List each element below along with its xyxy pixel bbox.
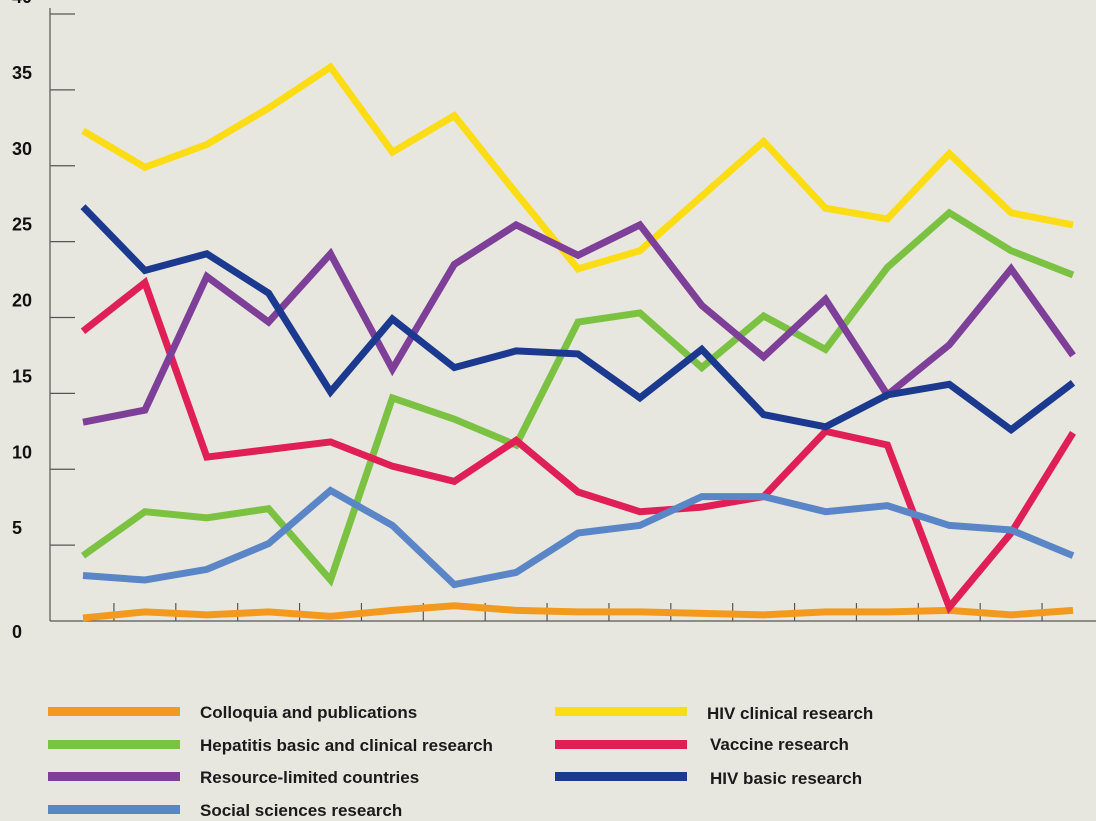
legend-label-7: Social sciences research: [200, 801, 402, 820]
y-tick-label: 35: [12, 63, 32, 83]
y-tick-label: 15: [12, 366, 32, 386]
series-line-5: [82, 220, 1076, 426]
y-tick-label: 20: [12, 291, 32, 311]
legend-swatch-3: [48, 740, 180, 749]
series-line-4: [80, 276, 1076, 615]
series-line-2: [81, 62, 1074, 273]
axes: 0 5 10 15 20 25 30 35 40: [12, 0, 1096, 642]
series-line-3: [80, 208, 1075, 587]
y-tick-label: 40: [12, 0, 32, 7]
legend-label-2: HIV clinical research: [707, 704, 873, 723]
series-layer: [80, 62, 1076, 622]
legend-label-5: Resource-limited countries: [200, 768, 419, 787]
legend-swatch-4: [555, 740, 687, 749]
legend-swatch-2: [555, 707, 687, 716]
legend-swatch-1: [48, 707, 180, 716]
legend: Colloquia and publications HIV clinical r…: [48, 703, 873, 820]
y-tick-label: 30: [12, 139, 32, 159]
series-line-6: [80, 204, 1076, 435]
y-tick-label: 5: [12, 518, 22, 538]
legend-label-3: Hepatitis basic and clinical research: [200, 736, 493, 755]
legend-swatch-5: [48, 772, 180, 781]
legend-label-6: HIV basic research: [710, 769, 862, 788]
legend-swatch-7: [48, 805, 180, 814]
legend-label-1: Colloquia and publications: [200, 703, 417, 722]
series-line-7: [82, 486, 1075, 589]
legend-swatch-6: [555, 772, 687, 781]
y-tick-label: 25: [12, 215, 32, 235]
series-line-1: [82, 602, 1074, 622]
legend-label-4: Vaccine research: [710, 735, 849, 754]
y-tick-label: 10: [12, 442, 32, 462]
y-tick-label: 0: [12, 622, 22, 642]
